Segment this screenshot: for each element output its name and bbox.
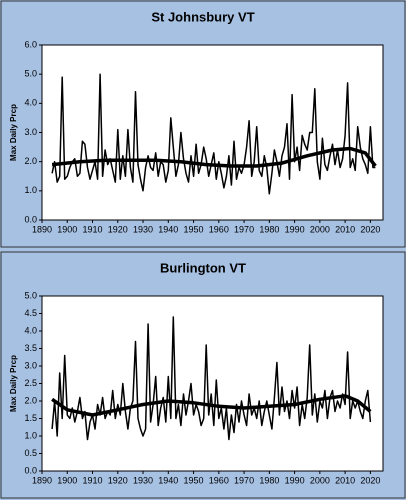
data-line (51, 146, 377, 168)
y-tick-label: 3.0 (24, 127, 37, 137)
y-tick-label: 6.0 (24, 39, 37, 49)
data-line (51, 316, 372, 441)
x-tick-label: 1900 (57, 224, 77, 234)
x-tick-label: 2020 (360, 475, 380, 485)
x-tick-label: 1940 (158, 475, 178, 485)
x-tick-label: 1970 (234, 475, 254, 485)
y-tick-label: 2.0 (24, 395, 37, 405)
x-tick-label: 1930 (133, 475, 153, 485)
y-tick-label: 1.5 (24, 413, 37, 423)
y-tick-label: 4.5 (24, 308, 37, 318)
x-tick-label: 1990 (285, 224, 305, 234)
y-tick-label: 3.5 (24, 343, 37, 353)
panel-border (0, 0, 406, 248)
x-tick-label: 1930 (133, 224, 153, 234)
plot-area (41, 44, 384, 221)
x-tick-label: 1910 (83, 224, 103, 234)
x-tick-label: 2010 (335, 224, 355, 234)
x-tick-label: 1900 (57, 475, 77, 485)
y-tick-label: 1.0 (24, 430, 37, 440)
x-tick-label: 2010 (335, 475, 355, 485)
x-tick-label: 1890 (32, 475, 52, 485)
y-tick-label: 4.0 (24, 98, 37, 108)
chart-title: Burlington VT (160, 260, 246, 275)
x-tick-label: 1960 (209, 475, 229, 485)
x-tick-label: 2020 (360, 224, 380, 234)
x-tick-label: 1950 (184, 475, 204, 485)
y-tick-label: 5.0 (24, 69, 37, 79)
x-tick-label: 1960 (209, 224, 229, 234)
panel-border (0, 251, 406, 499)
x-tick-label: 1920 (108, 224, 128, 234)
y-axis-label: Max Daily Prcp (9, 355, 18, 412)
chart-title: St Johnsbury VT (151, 9, 254, 24)
y-tick-label: 1.0 (24, 185, 37, 195)
x-tick-label: 1890 (32, 224, 52, 234)
data-line (51, 394, 372, 417)
x-tick-label: 1950 (184, 224, 204, 234)
y-axis-label: Max Daily Prcp (9, 104, 18, 161)
y-tick-label: 5.0 (24, 290, 37, 300)
y-tick-label: 0.0 (24, 465, 37, 475)
x-tick-label: 1920 (108, 475, 128, 485)
x-tick-label: 2000 (310, 475, 330, 485)
y-tick-label: 2.0 (24, 156, 37, 166)
x-tick-label: 1940 (158, 224, 178, 234)
x-tick-label: 1980 (259, 475, 279, 485)
x-tick-label: 2000 (310, 224, 330, 234)
plot-area (41, 295, 384, 472)
y-tick-label: 0.0 (24, 214, 37, 224)
y-tick-label: 2.5 (24, 378, 37, 388)
y-tick-label: 3.0 (24, 360, 37, 370)
x-tick-label: 1970 (234, 224, 254, 234)
y-tick-label: 4.0 (24, 325, 37, 335)
x-tick-label: 1910 (83, 475, 103, 485)
x-tick-label: 1980 (259, 224, 279, 234)
y-tick-label: 0.5 (24, 448, 37, 458)
x-tick-label: 1990 (285, 475, 305, 485)
